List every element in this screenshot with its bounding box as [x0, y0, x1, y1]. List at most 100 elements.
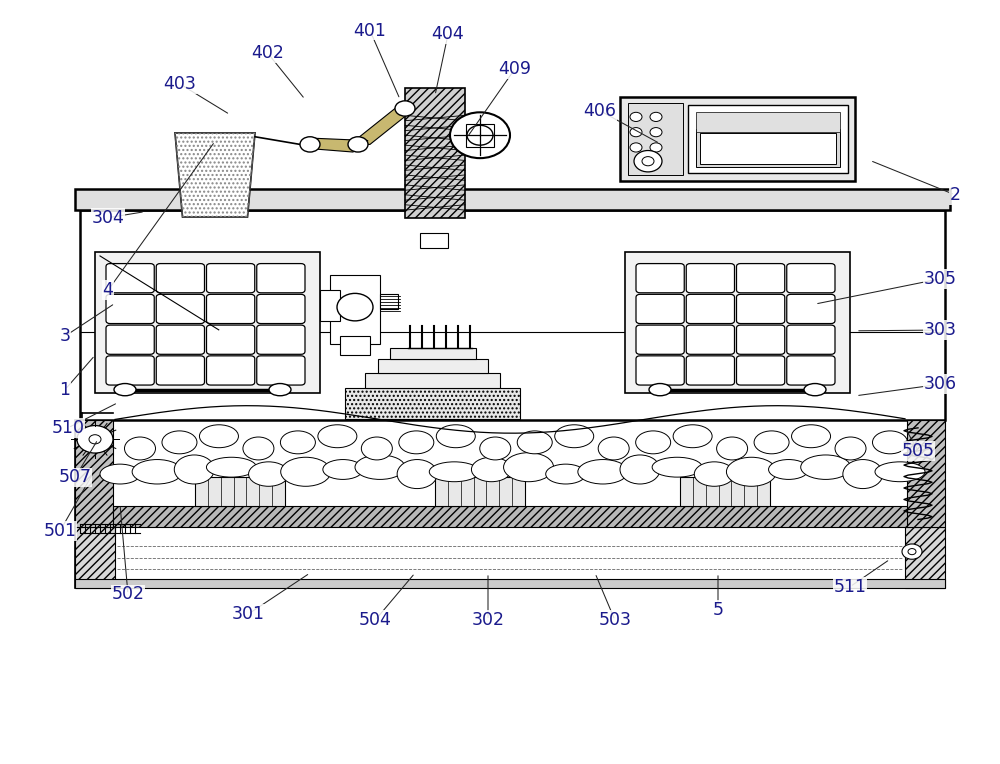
Text: 510: 510	[52, 419, 84, 437]
Polygon shape	[175, 133, 255, 217]
Bar	[435, 477, 525, 506]
Ellipse shape	[318, 425, 357, 448]
Circle shape	[908, 549, 916, 555]
Text: 504: 504	[359, 611, 391, 630]
FancyBboxPatch shape	[636, 325, 684, 354]
Ellipse shape	[243, 437, 274, 460]
Text: 403: 403	[164, 75, 196, 93]
Text: 4: 4	[103, 281, 113, 299]
Ellipse shape	[804, 384, 826, 396]
FancyBboxPatch shape	[736, 294, 785, 323]
Text: 502: 502	[112, 585, 144, 604]
Ellipse shape	[769, 459, 809, 480]
Bar	[420, 233, 448, 248]
Ellipse shape	[555, 425, 594, 448]
Ellipse shape	[355, 455, 405, 480]
Ellipse shape	[114, 384, 136, 396]
Ellipse shape	[471, 457, 511, 481]
Bar	[365, 373, 500, 388]
Ellipse shape	[517, 431, 552, 454]
FancyBboxPatch shape	[106, 356, 154, 385]
FancyBboxPatch shape	[636, 294, 684, 323]
Text: 505: 505	[902, 442, 934, 460]
Ellipse shape	[801, 455, 851, 480]
Ellipse shape	[174, 455, 214, 484]
FancyBboxPatch shape	[106, 325, 154, 354]
FancyBboxPatch shape	[787, 356, 835, 385]
Bar	[907, 420, 945, 527]
Bar	[75, 527, 115, 588]
Ellipse shape	[269, 384, 291, 396]
Ellipse shape	[399, 431, 434, 454]
Text: 511: 511	[834, 578, 866, 596]
FancyBboxPatch shape	[787, 294, 835, 323]
Text: 2: 2	[950, 186, 960, 204]
FancyBboxPatch shape	[106, 264, 154, 293]
Ellipse shape	[162, 431, 197, 454]
Bar	[625, 252, 850, 393]
Circle shape	[634, 151, 662, 172]
Bar	[75, 579, 945, 588]
Ellipse shape	[323, 459, 363, 480]
Ellipse shape	[843, 459, 883, 489]
Circle shape	[89, 435, 101, 444]
Bar	[466, 124, 494, 147]
Bar	[195, 477, 285, 506]
Circle shape	[650, 128, 662, 137]
Ellipse shape	[835, 437, 866, 460]
Ellipse shape	[754, 431, 789, 454]
Circle shape	[630, 112, 642, 121]
Ellipse shape	[132, 459, 182, 484]
Bar	[378, 359, 488, 373]
Ellipse shape	[429, 461, 479, 481]
Ellipse shape	[673, 425, 712, 448]
FancyBboxPatch shape	[686, 325, 734, 354]
Ellipse shape	[361, 437, 392, 460]
Text: 404: 404	[432, 25, 464, 44]
FancyBboxPatch shape	[736, 264, 785, 293]
Bar	[700, 133, 836, 164]
Ellipse shape	[875, 461, 925, 481]
FancyBboxPatch shape	[156, 356, 205, 385]
Ellipse shape	[636, 431, 671, 454]
Bar	[80, 210, 945, 420]
Ellipse shape	[280, 431, 315, 454]
Text: 507: 507	[58, 468, 92, 487]
Ellipse shape	[792, 425, 831, 448]
Ellipse shape	[620, 455, 660, 484]
FancyBboxPatch shape	[787, 325, 835, 354]
Bar	[696, 112, 840, 132]
Bar	[680, 477, 770, 506]
Circle shape	[630, 143, 642, 152]
FancyBboxPatch shape	[686, 356, 734, 385]
Bar	[320, 290, 340, 321]
FancyBboxPatch shape	[636, 264, 684, 293]
Text: 304: 304	[92, 209, 124, 227]
Bar	[340, 336, 370, 355]
Circle shape	[300, 137, 320, 152]
Bar	[75, 420, 113, 527]
Text: 305: 305	[924, 270, 956, 288]
Text: 402: 402	[252, 44, 284, 63]
Bar	[696, 129, 840, 167]
FancyBboxPatch shape	[207, 264, 255, 293]
FancyBboxPatch shape	[257, 356, 305, 385]
Text: 3: 3	[60, 327, 70, 345]
Circle shape	[642, 157, 654, 166]
FancyBboxPatch shape	[257, 325, 305, 354]
Text: 301: 301	[232, 605, 264, 623]
Bar	[405, 88, 465, 218]
Ellipse shape	[480, 437, 511, 460]
Circle shape	[337, 293, 373, 321]
Bar	[75, 420, 945, 527]
Polygon shape	[350, 108, 415, 144]
FancyBboxPatch shape	[207, 356, 255, 385]
FancyBboxPatch shape	[106, 294, 154, 323]
FancyBboxPatch shape	[736, 356, 785, 385]
Bar	[390, 348, 476, 359]
Circle shape	[467, 125, 493, 145]
Text: 306: 306	[923, 375, 957, 393]
Ellipse shape	[397, 459, 437, 489]
FancyBboxPatch shape	[257, 264, 305, 293]
Text: 501: 501	[44, 522, 76, 540]
